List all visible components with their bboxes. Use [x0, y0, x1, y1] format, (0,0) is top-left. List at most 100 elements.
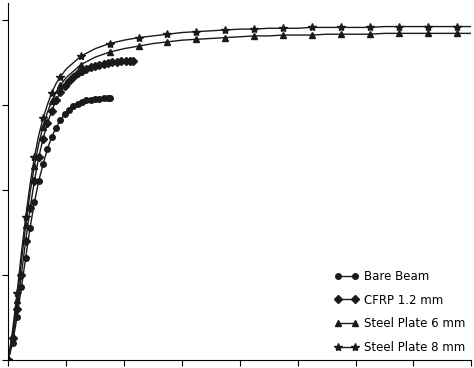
CFRP 1.2 mm [32, 179, 37, 183]
Steel Plate 6 mm [468, 31, 474, 36]
Steel Plate 6 mm [107, 50, 112, 54]
Steel Plate 6 mm [45, 110, 50, 114]
Steel Plate 8 mm [237, 27, 243, 31]
Steel Plate 8 mm [251, 27, 257, 31]
Steel Plate 6 mm [280, 33, 286, 37]
Line: Bare Beam: Bare Beam [6, 95, 112, 362]
Bare Beam [14, 315, 20, 319]
Steel Plate 8 mm [57, 74, 63, 79]
CFRP 1.2 mm [88, 65, 94, 70]
Steel Plate 6 mm [439, 31, 445, 36]
Steel Plate 6 mm [251, 34, 257, 38]
Steel Plate 8 mm [222, 28, 228, 32]
Steel Plate 6 mm [53, 90, 59, 94]
Steel Plate 8 mm [36, 133, 42, 138]
Steel Plate 8 mm [295, 26, 301, 31]
Bare Beam [97, 96, 102, 101]
CFRP 1.2 mm [92, 63, 98, 68]
Steel Plate 8 mm [396, 24, 402, 29]
Steel Plate 8 mm [382, 24, 387, 29]
Steel Plate 6 mm [14, 298, 20, 302]
Steel Plate 8 mm [454, 24, 460, 29]
Steel Plate 8 mm [266, 26, 272, 31]
CFRP 1.2 mm [109, 60, 115, 64]
Steel Plate 6 mm [382, 31, 387, 36]
Bare Beam [75, 102, 81, 106]
Bare Beam [53, 125, 59, 130]
Steel Plate 6 mm [78, 63, 83, 67]
Steel Plate 8 mm [107, 41, 112, 46]
Steel Plate 8 mm [121, 38, 127, 42]
CFRP 1.2 mm [57, 90, 63, 94]
Steel Plate 6 mm [121, 46, 127, 51]
Bare Beam [62, 112, 68, 116]
Steel Plate 6 mm [18, 260, 24, 264]
CFRP 1.2 mm [71, 74, 76, 79]
Steel Plate 8 mm [164, 32, 170, 36]
CFRP 1.2 mm [18, 272, 24, 277]
Steel Plate 6 mm [353, 32, 358, 36]
CFRP 1.2 mm [123, 59, 128, 64]
Steel Plate 6 mm [222, 35, 228, 40]
Steel Plate 6 mm [164, 40, 170, 44]
CFRP 1.2 mm [23, 238, 28, 243]
Steel Plate 6 mm [36, 142, 42, 146]
Bare Beam [18, 285, 24, 290]
Steel Plate 6 mm [57, 83, 63, 88]
Steel Plate 6 mm [27, 191, 33, 195]
Steel Plate 6 mm [295, 33, 301, 37]
Steel Plate 6 mm [266, 34, 272, 38]
Steel Plate 8 mm [18, 251, 24, 256]
Steel Plate 8 mm [324, 25, 329, 30]
Steel Plate 6 mm [338, 32, 344, 36]
CFRP 1.2 mm [127, 59, 133, 64]
Steel Plate 6 mm [49, 99, 55, 103]
Bare Beam [40, 162, 46, 166]
Steel Plate 8 mm [49, 91, 55, 95]
Steel Plate 6 mm [309, 33, 315, 37]
Steel Plate 8 mm [280, 26, 286, 31]
Bare Beam [66, 107, 72, 112]
Line: Steel Plate 6 mm: Steel Plate 6 mm [6, 31, 474, 362]
CFRP 1.2 mm [14, 307, 20, 311]
CFRP 1.2 mm [66, 79, 72, 83]
CFRP 1.2 mm [45, 121, 50, 125]
Steel Plate 6 mm [32, 164, 37, 168]
Steel Plate 8 mm [6, 357, 11, 362]
Bare Beam [32, 200, 37, 205]
Steel Plate 6 mm [193, 37, 199, 42]
CFRP 1.2 mm [49, 109, 55, 113]
Legend: Bare Beam, CFRP 1.2 mm, Steel Plate 6 mm, Steel Plate 8 mm: Bare Beam, CFRP 1.2 mm, Steel Plate 6 mm… [335, 270, 465, 354]
CFRP 1.2 mm [130, 59, 136, 64]
Steel Plate 8 mm [53, 81, 59, 86]
Steel Plate 6 mm [92, 55, 98, 59]
Steel Plate 8 mm [309, 25, 315, 30]
Steel Plate 6 mm [208, 36, 214, 41]
Steel Plate 8 mm [425, 24, 431, 29]
Steel Plate 6 mm [64, 75, 69, 80]
CFRP 1.2 mm [79, 68, 85, 73]
Steel Plate 6 mm [237, 35, 243, 39]
Steel Plate 8 mm [23, 215, 28, 219]
Steel Plate 6 mm [425, 31, 431, 36]
Steel Plate 8 mm [410, 24, 416, 29]
Bare Beam [6, 357, 11, 362]
Steel Plate 8 mm [353, 25, 358, 30]
Steel Plate 6 mm [6, 357, 11, 362]
Steel Plate 8 mm [40, 116, 46, 121]
Bare Beam [88, 98, 94, 102]
Steel Plate 8 mm [468, 24, 474, 29]
CFRP 1.2 mm [53, 98, 59, 103]
Steel Plate 6 mm [40, 125, 46, 129]
CFRP 1.2 mm [36, 155, 42, 160]
Bare Beam [71, 104, 76, 109]
Steel Plate 8 mm [27, 183, 33, 187]
CFRP 1.2 mm [101, 62, 107, 66]
Steel Plate 6 mm [454, 31, 460, 36]
Steel Plate 8 mm [10, 328, 16, 332]
Steel Plate 8 mm [64, 67, 69, 71]
Steel Plate 8 mm [179, 30, 185, 35]
Steel Plate 8 mm [193, 29, 199, 34]
CFRP 1.2 mm [83, 67, 89, 71]
Bare Beam [27, 226, 33, 230]
